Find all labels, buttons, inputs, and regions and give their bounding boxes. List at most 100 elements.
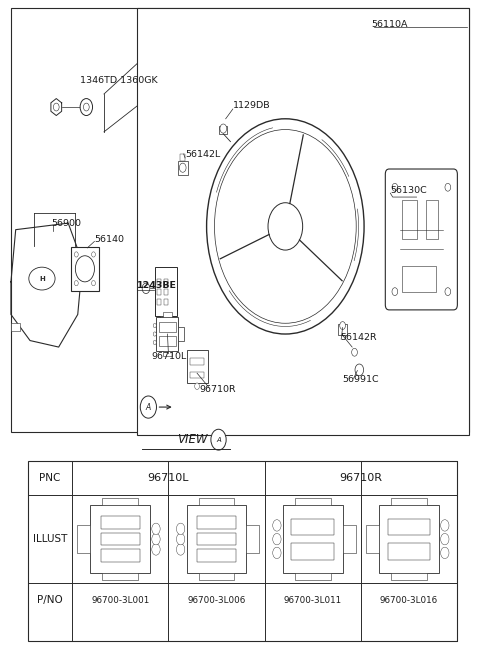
Circle shape [84,103,89,111]
Circle shape [92,280,96,286]
Bar [180,154,185,160]
Circle shape [92,252,96,257]
Text: 96700-3L011: 96700-3L011 [284,595,342,605]
Text: VIEW: VIEW [177,433,207,446]
Text: 1243BE: 1243BE [137,280,178,290]
Bar [137,8,469,435]
Circle shape [340,322,346,329]
Bar [155,267,178,316]
Circle shape [392,288,398,295]
Bar [402,265,436,291]
Bar [102,574,138,580]
Circle shape [355,364,364,376]
FancyBboxPatch shape [385,169,457,310]
Bar [28,461,457,641]
Circle shape [177,544,185,555]
Bar [343,525,356,553]
Bar [402,200,417,240]
Text: 1129DB: 1129DB [233,102,270,110]
Bar [179,328,184,341]
Bar [283,505,343,574]
Text: 96710R: 96710R [339,473,383,483]
Bar [11,323,20,331]
Text: H: H [39,276,45,282]
Circle shape [152,533,160,545]
Text: A: A [146,403,151,411]
Bar [219,126,227,134]
Text: 96700-3L001: 96700-3L001 [91,595,149,605]
Text: 96710L: 96710L [147,473,189,483]
Bar [366,525,379,553]
Text: 56142L: 56142L [185,150,220,159]
Text: P/NO: P/NO [37,595,63,605]
Bar [190,372,204,379]
Circle shape [220,124,227,133]
Bar [197,533,236,546]
Text: 1346TD 1360GK: 1346TD 1360GK [80,77,158,85]
Text: A: A [216,437,221,443]
Bar [387,543,431,560]
Bar [291,519,334,535]
Bar [291,543,334,560]
Circle shape [74,252,78,257]
Bar [338,324,348,335]
Bar [101,517,140,529]
Circle shape [392,183,398,191]
Bar [101,533,140,546]
Bar [197,550,236,562]
Circle shape [153,332,156,336]
Text: PNC: PNC [39,473,60,483]
Bar [156,317,179,351]
Circle shape [352,348,358,356]
Circle shape [177,523,185,534]
Circle shape [441,533,449,545]
Bar [159,336,176,346]
Text: 56142R: 56142R [340,333,377,342]
Bar [90,505,150,574]
Circle shape [273,547,281,559]
Circle shape [273,533,281,545]
Circle shape [74,280,78,286]
Circle shape [441,547,449,559]
Bar [391,498,427,505]
Circle shape [211,429,226,450]
Bar [77,525,90,553]
Bar [163,312,172,317]
Bar [379,505,439,574]
Circle shape [445,183,451,191]
Bar [246,525,259,553]
Text: 96710L: 96710L [152,352,187,362]
Circle shape [153,341,156,345]
Bar [187,505,246,574]
Circle shape [177,533,185,545]
Text: ILLUST: ILLUST [33,534,67,544]
Bar [164,280,168,286]
Bar [71,247,99,291]
Circle shape [75,255,95,282]
Bar [391,574,427,580]
Bar [164,299,168,305]
Bar [295,574,331,580]
Circle shape [142,283,150,293]
Bar [178,160,188,175]
Circle shape [273,519,281,531]
Circle shape [441,519,449,531]
Bar [160,316,172,326]
Circle shape [53,103,59,111]
Text: 56130C: 56130C [390,186,427,195]
Bar [197,517,236,529]
Circle shape [195,383,199,390]
Circle shape [152,544,160,555]
Bar [163,351,172,356]
Circle shape [152,523,160,534]
Text: 96700-3L006: 96700-3L006 [187,595,246,605]
Bar [295,498,331,505]
Bar [187,350,207,383]
Bar [199,574,234,580]
Bar [157,280,161,286]
Text: 56991C: 56991C [343,375,379,384]
Text: 56900: 56900 [51,219,82,228]
Circle shape [80,98,93,115]
Text: 56110A: 56110A [371,20,408,29]
Text: 96700-3L016: 96700-3L016 [380,595,438,605]
